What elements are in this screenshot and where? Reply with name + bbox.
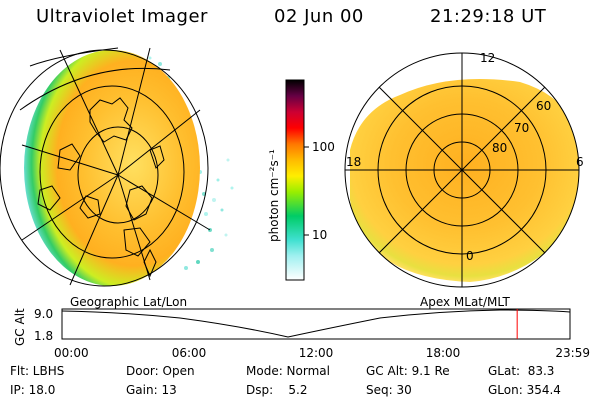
door-readout: Door: Open bbox=[126, 364, 195, 378]
dsp-readout: Dsp: 5.2 bbox=[246, 383, 308, 397]
observation-date: 02 Jun 00 bbox=[274, 6, 364, 27]
mlat-label-80: 80 bbox=[492, 141, 507, 155]
gain-readout: Gain: 13 bbox=[126, 383, 177, 397]
mlat-label-70: 70 bbox=[514, 121, 529, 135]
mlt-label-18: 18 bbox=[346, 155, 361, 169]
apex-image: 12 18 6 0 60 70 80 bbox=[344, 51, 584, 288]
altitude-ytop: 9.0 bbox=[34, 307, 53, 321]
mlat-label-60: 60 bbox=[536, 99, 551, 113]
mlt-label-12: 12 bbox=[480, 51, 495, 65]
mlt-label-6: 6 bbox=[576, 155, 584, 169]
sequence-readout: Seq: 30 bbox=[366, 383, 412, 397]
altitude-xtick-label: 12:00 bbox=[299, 346, 334, 360]
altitude-xtick-label: 18:00 bbox=[426, 346, 461, 360]
ip-readout: IP: 18.0 bbox=[10, 383, 56, 397]
altitude-ylabel: GC Alt bbox=[13, 308, 27, 346]
altitude-xtick-label: 00:00 bbox=[54, 346, 89, 360]
aurora-oval-apex bbox=[350, 79, 579, 282]
observation-time: 21:29:18 UT bbox=[430, 6, 547, 27]
glat-readout: GLat: 83.3 bbox=[488, 364, 555, 378]
altitude-xtick-label: 23:59 bbox=[555, 346, 590, 360]
colorbar-tick-10: 10 bbox=[312, 228, 327, 242]
colorbar-unit-label: photon cm⁻²s⁻¹ bbox=[267, 149, 281, 242]
filter-readout: Flt: LBHS bbox=[10, 364, 65, 378]
mlt-label-0: 0 bbox=[466, 249, 474, 263]
colorbar-tick-100: 100 bbox=[312, 140, 335, 154]
gc-altitude-readout: GC Alt: 9.1 Re bbox=[366, 364, 450, 378]
geographic-image bbox=[0, 47, 234, 287]
geographic-caption: Geographic Lat/Lon bbox=[70, 295, 187, 309]
apex-grid bbox=[344, 52, 580, 288]
altitude-plot: GC Alt 9.0 1.8 00:00 06:00 12:00 18:00 23:59 bbox=[13, 307, 590, 360]
altitude-xtick-label: 06:00 bbox=[172, 346, 207, 360]
instrument-title: Ultraviolet Imager bbox=[36, 6, 208, 27]
color-bar: 100 10 photon cm⁻²s⁻¹ bbox=[267, 79, 335, 281]
mode-readout: Mode: Normal bbox=[246, 364, 330, 378]
altitude-curve bbox=[61, 309, 571, 338]
coastlines bbox=[37, 97, 165, 278]
altitude-ybottom: 1.8 bbox=[34, 329, 53, 343]
aurora-oval-geographic bbox=[24, 50, 200, 286]
glon-readout: GLon: 354.4 bbox=[488, 383, 561, 397]
apex-caption: Apex MLat/MLT bbox=[420, 295, 510, 309]
